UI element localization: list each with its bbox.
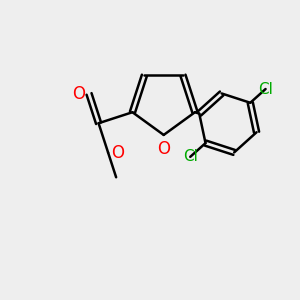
Text: O: O	[111, 143, 124, 161]
Text: Cl: Cl	[258, 82, 273, 97]
Text: Cl: Cl	[183, 149, 198, 164]
Text: O: O	[72, 85, 85, 103]
Text: O: O	[157, 140, 170, 158]
